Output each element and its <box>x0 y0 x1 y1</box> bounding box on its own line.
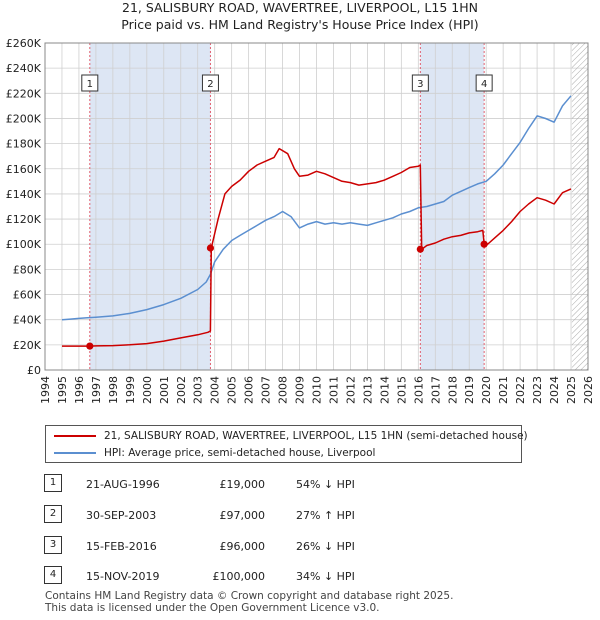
transaction-row: 4 15-NOV-2019 £100,000 34% ↓ HPI <box>0 566 600 586</box>
x-tick-label: 1996 <box>73 376 86 404</box>
x-tick-label: 2001 <box>158 376 171 404</box>
x-tick-label: 2003 <box>192 376 205 404</box>
x-tick-label: 2011 <box>327 376 340 404</box>
x-tick-label: 2010 <box>311 376 324 404</box>
sale-label-box-4 <box>475 74 493 92</box>
transaction-row: 2 30-SEP-2003 £97,000 27% ↑ HPI <box>0 505 600 525</box>
y-tick-label: £160K <box>6 163 42 176</box>
y-tick-label: £20K <box>13 339 42 352</box>
x-tick-label: 2013 <box>361 376 374 404</box>
transaction-price: £19,000 <box>219 478 266 491</box>
legend-label-property: 21, SALISBURY ROAD, WAVERTREE, LIVERPOOL… <box>104 430 528 442</box>
y-tick-label: £200K <box>6 112 42 125</box>
transaction-hpi-diff: 27% ↑ HPI <box>296 509 355 522</box>
transaction-number: 2 <box>44 505 62 523</box>
transaction-hpi-diff: 54% ↓ HPI <box>296 478 355 491</box>
x-tick-label: 2012 <box>344 376 357 404</box>
y-tick-label: £80K <box>13 263 42 276</box>
x-tick-label: 2015 <box>395 376 408 404</box>
x-tick-label: 1994 <box>39 376 52 404</box>
transaction-price: £96,000 <box>219 540 266 553</box>
x-tick-label: 1997 <box>90 376 103 404</box>
sale-label-3: 3 <box>417 79 423 90</box>
footer-attribution: Contains HM Land Registry data © Crown c… <box>45 590 453 614</box>
x-tick-label: 2009 <box>294 376 307 404</box>
x-tick-label: 2024 <box>548 376 561 404</box>
x-tick-label: 2020 <box>480 376 493 404</box>
y-tick-label: £240K <box>6 62 42 75</box>
x-tick-label: 2021 <box>497 376 510 404</box>
x-tick-label: 2002 <box>175 376 188 404</box>
sale-label-2: 2 <box>207 79 213 90</box>
sale-point-1 <box>86 342 94 350</box>
x-tick-label: 2006 <box>243 376 256 404</box>
plot-area-border <box>44 42 589 371</box>
x-tick-label: 2019 <box>463 376 476 404</box>
transaction-date: 21-AUG-1996 <box>86 478 160 491</box>
x-tick-label: 2008 <box>277 376 290 404</box>
x-tick-label: 2018 <box>446 376 459 404</box>
x-tick-label: 2016 <box>412 376 425 404</box>
legend-swatch-property <box>54 435 96 437</box>
x-tick-label: 2005 <box>226 376 239 404</box>
transaction-date: 15-FEB-2016 <box>86 540 157 553</box>
sale-label-box-2 <box>201 74 219 92</box>
price-chart: 1 2 3 4 £0 £20K £40K £60K £80K £100K £120K £140K £1… <box>6 37 595 404</box>
legend: 21, SALISBURY ROAD, WAVERTREE, LIVERPOOL… <box>45 425 528 463</box>
x-tick-label: 2004 <box>209 376 222 404</box>
footer-copyright: Contains HM Land Registry data © Crown c… <box>45 590 454 602</box>
legend-swatch-hpi <box>54 452 96 454</box>
y-tick-label: £0 <box>27 364 41 377</box>
sale-label-box-3 <box>411 74 429 92</box>
y-tick-label: £220K <box>6 87 42 100</box>
transaction-price: £100,000 <box>212 570 266 583</box>
y-tick-label: £260K <box>6 37 42 50</box>
sale-point-2 <box>206 244 215 252</box>
x-tick-label: 1999 <box>124 376 137 404</box>
y-tick-label: £140K <box>6 188 42 201</box>
legend-label-hpi: HPI: Average price, semi-detached house,… <box>104 447 376 459</box>
sale-point-3 <box>416 245 424 253</box>
x-tick-label: 1998 <box>107 376 120 404</box>
y-tick-label: £100K <box>6 238 42 251</box>
x-tick-label: 2007 <box>260 376 273 404</box>
sale-label-4: 4 <box>481 79 487 90</box>
hpi-series-line <box>61 95 572 321</box>
transaction-price: £97,000 <box>219 509 266 522</box>
transaction-number: 1 <box>44 474 62 492</box>
y-tick-label: £120K <box>6 213 42 226</box>
transaction-number: 3 <box>44 536 62 554</box>
transaction-row: 1 21-AUG-1996 £19,000 54% ↓ HPI <box>0 474 600 494</box>
transaction-hpi-diff: 26% ↓ HPI <box>296 540 355 553</box>
x-tick-label: 2026 <box>582 376 595 404</box>
x-tick-label: 2025 <box>565 376 578 404</box>
y-tick-label: £180K <box>6 138 42 151</box>
y-tick-label: £60K <box>13 289 42 302</box>
sale-label-1: 1 <box>87 79 93 90</box>
x-tick-label: 2000 <box>141 376 154 404</box>
future-hatch-region <box>571 43 588 370</box>
x-tick-label: 2023 <box>531 376 544 404</box>
x-tick-label: 2022 <box>514 376 527 404</box>
legend-item-hpi: HPI: Average price, semi-detached house,… <box>54 445 375 461</box>
sale-label-box-1 <box>81 74 99 92</box>
transaction-date: 30-SEP-2003 <box>86 509 157 522</box>
chart-subtitle: Price paid vs. HM Land Registry's House … <box>121 17 479 32</box>
chart-title-address: 21, SALISBURY ROAD, WAVERTREE, LIVERPOOL… <box>122 0 478 15</box>
legend-item-property: 21, SALISBURY ROAD, WAVERTREE, LIVERPOOL… <box>54 428 528 444</box>
transaction-hpi-diff: 34% ↓ HPI <box>296 570 355 583</box>
sale-point-4 <box>480 240 488 248</box>
transaction-date: 15-NOV-2019 <box>86 570 160 583</box>
transaction-number: 4 <box>44 566 62 584</box>
x-tick-label: 2017 <box>429 376 442 404</box>
transaction-row: 3 15-FEB-2016 £96,000 26% ↓ HPI <box>0 536 600 556</box>
x-tick-label: 1995 <box>56 376 69 404</box>
ownership-band-1 <box>89 43 211 370</box>
footer-licence: This data is licensed under the Open Gov… <box>45 602 380 614</box>
x-tick-label: 2014 <box>378 376 391 404</box>
y-tick-label: £40K <box>13 314 42 327</box>
